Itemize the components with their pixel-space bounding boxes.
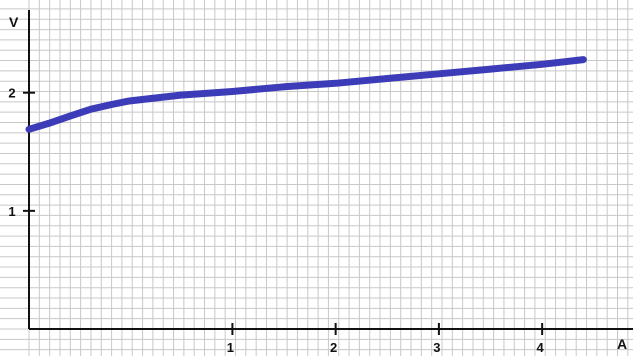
x-axis-label: A — [617, 336, 627, 352]
x-tick-label: 2 — [330, 340, 337, 355]
x-tick-label: 4 — [537, 340, 545, 355]
y-tick-label: 2 — [8, 86, 15, 101]
x-ticks: 1 2 3 4 — [227, 323, 545, 355]
x-tick-label: 1 — [227, 340, 234, 355]
y-tick-label: 1 — [8, 204, 15, 219]
x-tick-label: 3 — [433, 340, 440, 355]
series-line — [25, 56, 587, 133]
y-axis-label: V — [9, 14, 19, 30]
y-ticks: 12 — [8, 86, 35, 219]
series — [25, 56, 587, 133]
